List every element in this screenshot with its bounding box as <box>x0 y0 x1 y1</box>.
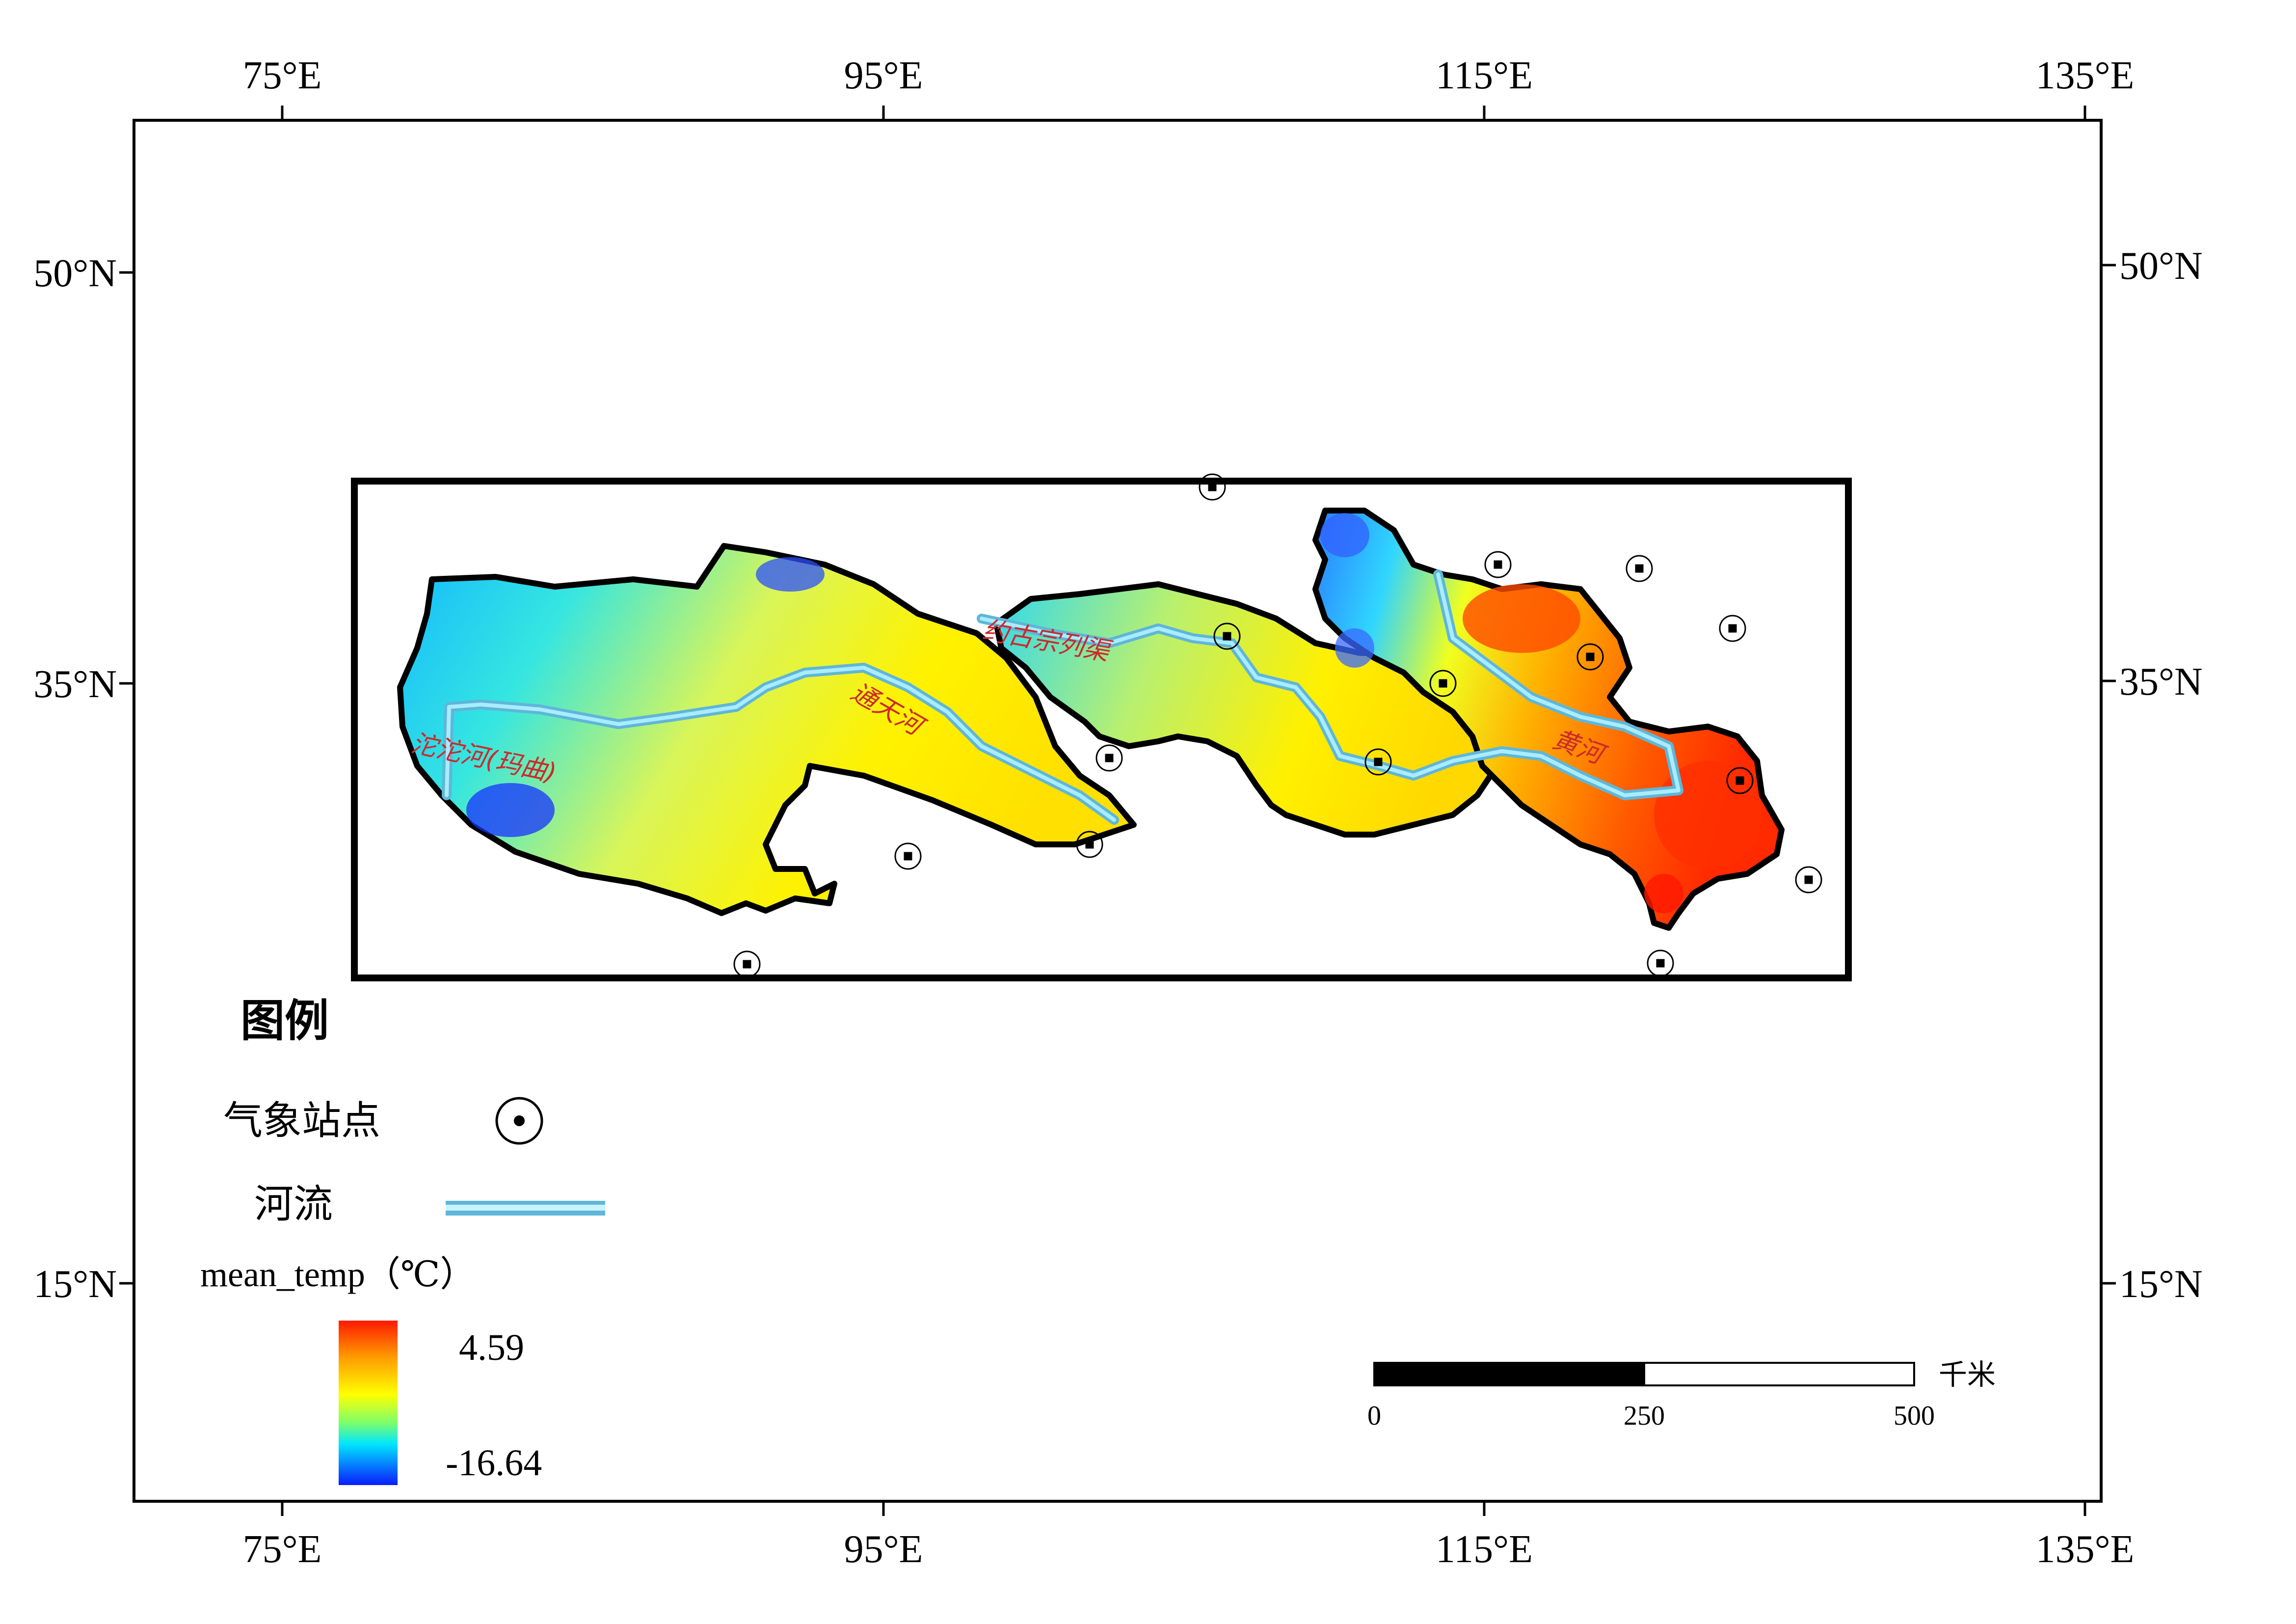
legend-station-label: 气象站点 <box>223 1098 380 1143</box>
scale-tick-500: 500 <box>1894 1401 1935 1431</box>
legend-max-value: 4.59 <box>459 1327 524 1368</box>
station-marker <box>1484 551 1512 578</box>
legend-station-icon <box>495 1097 543 1145</box>
station-marker <box>1726 767 1754 794</box>
bottom-label-95e: 95°E <box>844 1528 923 1571</box>
station-marker <box>894 842 922 870</box>
station-marker <box>1795 866 1822 893</box>
legend-raster-label: mean_temp（℃） <box>200 1255 475 1294</box>
rivers <box>442 569 1683 825</box>
hot-patches <box>1463 584 1762 913</box>
scale-unit: 千米 <box>1939 1358 1996 1391</box>
left-label-15n: 15°N <box>33 1263 117 1306</box>
station-marker <box>1647 949 1674 977</box>
station-marker <box>1076 831 1103 858</box>
station-marker <box>733 950 761 978</box>
basin-west <box>397 543 1137 916</box>
right-label-35n: 35°N <box>2119 660 2203 704</box>
river-main-light <box>445 666 1116 822</box>
right-label-50n: 50°N <box>2119 244 2203 288</box>
left-label-35n: 35°N <box>33 663 117 706</box>
weather-stations <box>733 473 1822 978</box>
legend: 图例 气象站点 河流 mean_temp（℃） 4.59 -16.64 <box>200 995 605 1485</box>
cold-patches <box>466 513 1374 837</box>
legend-river-icon <box>446 1201 605 1216</box>
legend-min-value: -16.64 <box>446 1442 542 1484</box>
station-marker <box>1199 473 1226 501</box>
river-yellow-light <box>980 572 1681 797</box>
station-marker <box>1364 748 1392 776</box>
top-label-135e: 135°E <box>2036 54 2135 97</box>
left-label-50n: 50°N <box>33 252 117 295</box>
bottom-label-135e: 135°E <box>2036 1528 2135 1571</box>
legend-title: 图例 <box>240 995 329 1047</box>
station-marker <box>1576 643 1604 671</box>
scale-tick-250: 250 <box>1624 1401 1665 1431</box>
station-marker <box>1719 615 1746 642</box>
top-label-75e: 75°E <box>243 54 322 97</box>
basin-middle <box>993 581 1500 838</box>
graticule-ticks <box>119 106 2116 1516</box>
station-marker <box>1213 623 1241 650</box>
legend-color-ramp <box>339 1321 398 1485</box>
station-marker <box>1429 670 1457 697</box>
top-label-95e: 95°E <box>844 54 923 97</box>
map-frame <box>133 119 2103 1503</box>
bottom-label-115e: 115°E <box>1436 1528 1533 1571</box>
scale-tick-0: 0 <box>1367 1401 1381 1431</box>
station-marker <box>1095 744 1123 772</box>
station-marker <box>1626 555 1653 582</box>
bottom-label-75e: 75°E <box>243 1528 322 1571</box>
scale-bar: 0 250 500 千米 <box>1367 1358 1996 1431</box>
legend-river-label: 河流 <box>254 1181 333 1227</box>
right-label-15n: 15°N <box>2119 1263 2203 1306</box>
top-label-115e: 115°E <box>1436 54 1533 97</box>
study-area-box <box>351 478 1852 981</box>
